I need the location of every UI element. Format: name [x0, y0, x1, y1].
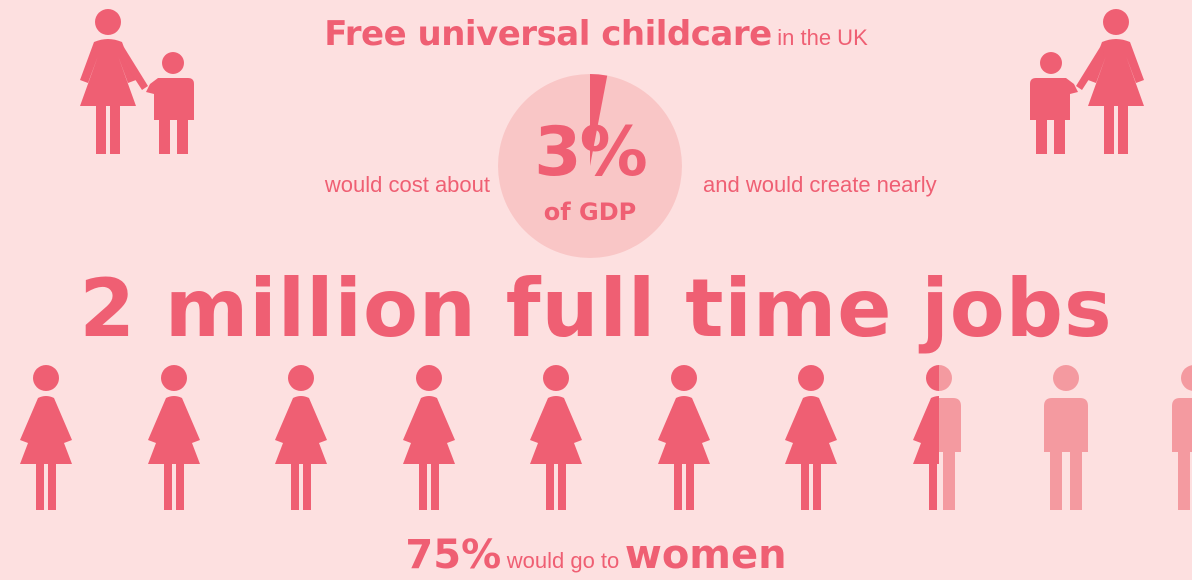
- mother-and-child-icon: [80, 9, 194, 154]
- women-share-percent: 75%: [405, 532, 502, 578]
- gdp-pie: [498, 74, 682, 258]
- headline: Free universal childcare in the UK: [0, 14, 1192, 54]
- woman-icon: [657, 365, 710, 510]
- mother-and-child-icon: [1030, 9, 1144, 154]
- woman-icon: [785, 365, 837, 510]
- pie-slice: [590, 74, 608, 166]
- woman-icon: [147, 365, 200, 510]
- women-share-middle: would go to: [506, 548, 620, 573]
- headline-strong: Free universal childcare: [324, 14, 772, 54]
- women-share-group: women: [624, 532, 787, 578]
- half-woman-half-man-icon: [912, 365, 961, 510]
- cost-before-label: would cost about: [324, 172, 490, 197]
- women-share-line: 75% would go to women: [0, 532, 1192, 578]
- cost-unit: of GDP: [543, 198, 637, 226]
- cost-after-label: and would create nearly: [703, 172, 937, 197]
- woman-icon: [530, 365, 582, 510]
- woman-icon: [20, 365, 72, 510]
- woman-icon: [402, 365, 455, 510]
- cost-percent: 3%: [534, 113, 647, 192]
- headline-rest: in the UK: [777, 25, 868, 50]
- woman-icon: [275, 365, 327, 510]
- jobs-headline: 2 million full time jobs: [79, 262, 1113, 355]
- man-icon: [1044, 365, 1088, 510]
- man-icon: [1171, 365, 1192, 510]
